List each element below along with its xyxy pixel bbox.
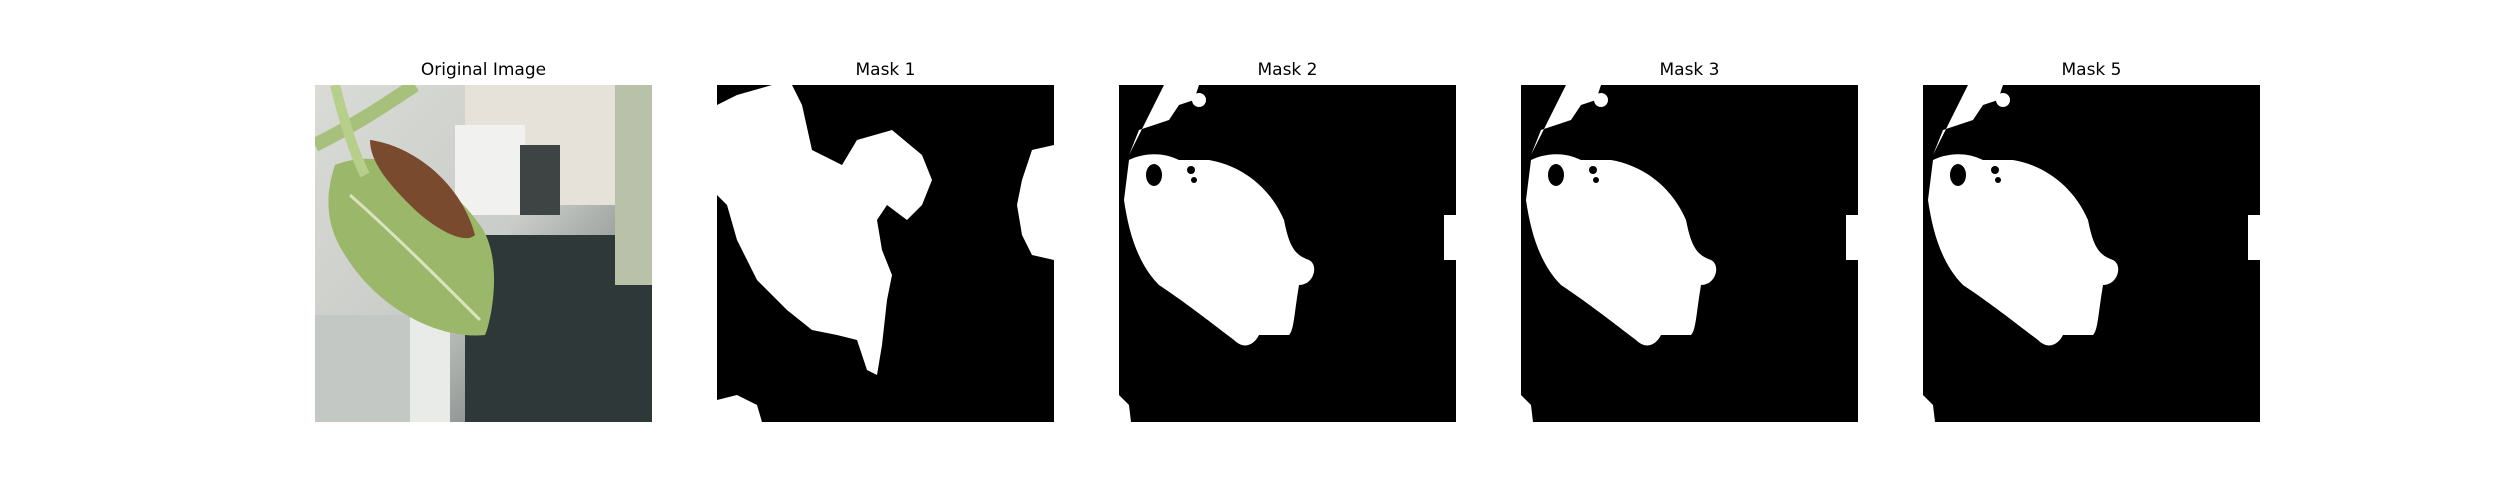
mask-1-image	[717, 85, 1054, 422]
mask-3	[1521, 85, 1858, 422]
mask-1	[717, 85, 1054, 422]
mask-5	[1923, 85, 2260, 422]
mask-3-image	[1521, 85, 1858, 422]
mask-5-panel: Mask 5	[1923, 0, 2260, 500]
panel-title: Original Image	[420, 60, 547, 80]
panel-title: Mask 5	[2061, 60, 2122, 80]
mask-5-image	[1923, 85, 2260, 422]
panel-title: Mask 2	[1257, 60, 1318, 80]
original-image-panel: Original Image	[315, 0, 652, 500]
mask-3-panel: Mask 3	[1521, 0, 1858, 500]
mask-2	[1119, 85, 1456, 422]
mask-2-image	[1119, 85, 1456, 422]
panel-title: Mask 3	[1659, 60, 1720, 80]
leaf-photo	[315, 85, 652, 422]
panel-title: Mask 1	[855, 60, 916, 80]
original-image	[315, 85, 652, 422]
mask-2-panel: Mask 2	[1119, 0, 1456, 500]
mask-1-panel: Mask 1	[717, 0, 1054, 500]
